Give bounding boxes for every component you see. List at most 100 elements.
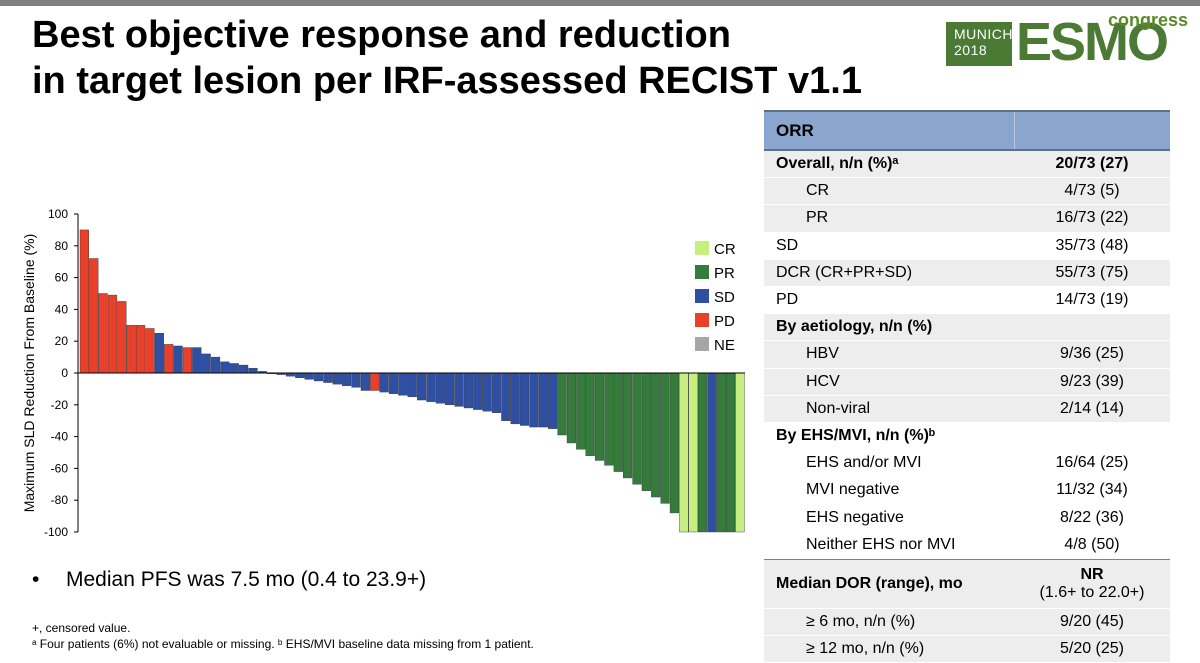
bar-61	[641, 372, 651, 491]
dor-range: (1.6+ to 22.0+)	[1039, 583, 1145, 601]
ehs-negative-value: 8/22 (36)	[1059, 508, 1125, 526]
bar-3	[98, 293, 108, 374]
legend-label-pr: PR	[714, 265, 735, 282]
footnote-missing: ᵃ Four patients (6%) not evaluable or mi…	[32, 637, 534, 651]
row-ehs-mvi: By EHS/MVI, n/n (%)ᵇ	[764, 423, 1170, 451]
bar-15	[210, 356, 221, 374]
pr-value: 16/73 (22)	[1055, 209, 1129, 227]
logo-city: MUNICH	[954, 26, 1013, 42]
bar-33	[379, 372, 389, 393]
dor-12mo-label: ≥ 12 mo, n/n (%)	[806, 640, 925, 658]
overall-value: 20/73 (27)	[1055, 155, 1129, 173]
bar-64	[669, 372, 680, 514]
bar-52	[557, 372, 567, 436]
bullet-marker: •	[32, 568, 40, 591]
legend-swatch-cr	[695, 241, 709, 255]
bar-71	[735, 372, 745, 533]
bar-9	[154, 333, 164, 374]
bar-25	[304, 372, 314, 380]
mvi-negative-label: MVI negative	[806, 481, 900, 499]
row-sd: SD 35/73 (48)	[764, 233, 1170, 260]
bar-28	[332, 372, 342, 385]
legend-label-pd: PD	[714, 313, 735, 330]
bar-11	[173, 345, 183, 374]
sd-value: 35/73 (48)	[1055, 236, 1129, 254]
y-tick-label: -20	[51, 398, 69, 412]
esmo-logo: MUNICH 2018 ESMO congress	[946, 10, 1192, 72]
ehs-and-or-mvi-value: 16/64 (25)	[1055, 454, 1129, 472]
bar-68	[707, 372, 717, 533]
bar-19	[248, 368, 258, 374]
bar-40	[445, 372, 455, 405]
bar-31	[360, 372, 370, 391]
bar-62	[651, 372, 661, 498]
row-hcv: HCV 9/23 (39)	[764, 368, 1170, 396]
y-tick-label: -40	[51, 430, 69, 444]
hbv-value: 9/36 (25)	[1059, 345, 1125, 363]
row-pr: PR 16/73 (22)	[764, 205, 1170, 233]
bar-17	[229, 363, 239, 374]
y-tick-label: 20	[55, 334, 69, 348]
legend-label-ne: NE	[714, 337, 735, 354]
dor-6mo-value: 9/20 (45)	[1059, 612, 1125, 630]
bar-18	[239, 364, 249, 374]
dcr-value: 55/73 (75)	[1055, 263, 1129, 281]
dor-label: Median DOR (range), mo	[776, 574, 963, 592]
header-orr: ORR	[764, 112, 1015, 149]
cr-label: CR	[806, 182, 830, 200]
row-nonviral: Non-viral 2/14 (14)	[764, 395, 1170, 423]
ehs-and-or-mvi-label: EHS and/or MVI	[806, 454, 922, 472]
legend-label-cr: CR	[714, 241, 736, 258]
bar-5	[117, 301, 127, 374]
neither-label: Neither EHS nor MVI	[806, 535, 956, 553]
bar-6	[126, 325, 136, 374]
bar-7	[135, 325, 146, 374]
cr-value: 4/73 (5)	[1064, 182, 1120, 200]
neither-value: 4/8 (50)	[1064, 535, 1120, 553]
chart-legend: CR PR SD PD NE	[695, 241, 736, 354]
y-tick-label: -80	[51, 493, 69, 507]
bar-55	[585, 372, 595, 456]
hbv-label: HBV	[806, 345, 839, 363]
legend-swatch-ne	[695, 337, 709, 351]
row-dcr: DCR (CR+PR+SD) 55/73 (75)	[764, 259, 1170, 287]
legend-swatch-pd	[695, 313, 709, 327]
bar-47	[510, 372, 520, 425]
bar-51	[548, 372, 558, 429]
row-ehs-negative: EHS negative 8/22 (36)	[764, 504, 1170, 532]
aetiology-label: By aetiology, n/n (%)	[776, 318, 933, 336]
nonviral-value: 2/14 (14)	[1059, 399, 1125, 417]
bar-30	[351, 372, 361, 388]
bar-69	[716, 372, 726, 533]
top-bar	[0, 0, 1200, 6]
y-tick-label: 100	[48, 207, 68, 221]
bar-45	[491, 372, 502, 413]
logo-year: 2018	[954, 42, 988, 58]
pfs-text: Median PFS was 7.5 mo (0.4 to 23.9+)	[66, 568, 427, 591]
bar-42	[463, 372, 473, 409]
y-axis-ticks: 100 80 60 40 20 0 -20 -40 -60 -80 -100	[44, 207, 78, 539]
bar-24	[295, 372, 305, 378]
bar-50	[538, 372, 548, 428]
bar-37	[416, 372, 427, 401]
row-pd: PD 14/73 (19)	[764, 287, 1170, 315]
pd-value: 14/73 (19)	[1055, 291, 1129, 309]
y-axis-label: Maximum SLD Reduction From Baseline (%)	[21, 234, 37, 513]
bar-35	[398, 372, 408, 396]
row-neither: Neither EHS nor MVI 4/8 (50)	[764, 532, 1170, 559]
row-overall: Overall, n/n (%)ᵃ 20/73 (27)	[764, 151, 1170, 179]
dor-12mo-value: 5/20 (25)	[1059, 640, 1125, 658]
ehs-mvi-label: By EHS/MVI, n/n (%)ᵇ	[776, 426, 936, 444]
bar-44	[482, 372, 492, 412]
mvi-negative-value: 11/32 (34)	[1056, 481, 1128, 499]
legend-label-sd: SD	[714, 289, 735, 306]
bar-16	[220, 361, 230, 374]
y-tick-label: 40	[55, 302, 69, 316]
row-mvi-negative: MVI negative 11/32 (34)	[764, 477, 1170, 505]
bar-46	[501, 372, 511, 421]
row-aetiology: By aetiology, n/n (%)	[764, 314, 1170, 342]
hcv-label: HCV	[806, 372, 840, 390]
row-ehs-and-or-mvi: EHS and/or MVI 16/64 (25)	[764, 450, 1170, 478]
bar-38	[426, 372, 436, 402]
bar-49	[529, 372, 539, 428]
